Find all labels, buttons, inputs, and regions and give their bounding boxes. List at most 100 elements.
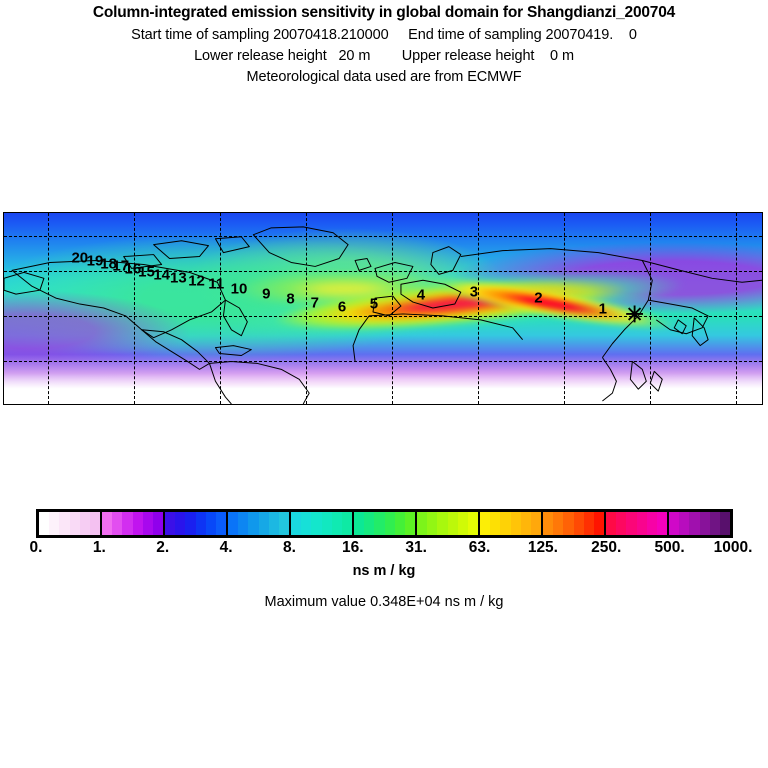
- colorbar-tick: 250.: [591, 539, 622, 556]
- trajectory-day-label: 4: [416, 286, 426, 304]
- map-canvas: 1 2 3 4 5 6 7 8 9 10 11 12 13 14 15 16 17 18 19 20 ✳: [4, 213, 762, 404]
- colorbar-swatch: [646, 512, 657, 535]
- page-title: Column-integrated emission sensitivity i…: [92, 4, 676, 21]
- trajectory-day-label: 7: [310, 294, 319, 312]
- colorbar-swatch: [606, 512, 617, 535]
- meteorology-line: Meteorological data used are from ECMWF: [246, 69, 522, 85]
- colorbar-swatch: [291, 512, 302, 535]
- trajectory-day-label: 2: [534, 289, 543, 307]
- colorbar-swatch: [215, 512, 227, 535]
- trajectory-day-label: 13: [169, 269, 187, 287]
- colorbar-swatch: [384, 512, 395, 535]
- trajectory-day-label: 15: [138, 263, 155, 281]
- colorbar-band: [667, 512, 731, 535]
- gridline-longitude: [650, 213, 651, 404]
- colorbar-tick: 125.: [527, 539, 558, 556]
- colorbar-swatch: [238, 512, 249, 535]
- colorbar-swatch: [656, 512, 668, 535]
- gridline-longitude: [478, 213, 479, 404]
- colorbar-swatch: [394, 512, 405, 535]
- trajectory-day-label: 17: [112, 257, 130, 275]
- colorbar-swatch: [301, 512, 312, 535]
- colorbar-swatch: [112, 512, 123, 535]
- trajectory-day-label: 14: [153, 266, 170, 284]
- global-map-panel: 1 2 3 4 5 6 7 8 9 10 11 12 13 14 15 16 17 18 19 20 ✳: [3, 212, 763, 405]
- colorbar-swatch: [374, 512, 385, 535]
- gridline-longitude: [736, 213, 737, 404]
- colorbar-swatch: [311, 512, 322, 535]
- colorbar-swatch: [709, 512, 720, 535]
- colorbar-swatch: [490, 512, 501, 535]
- colorbar-swatch: [689, 512, 700, 535]
- colorbar-swatch: [268, 512, 279, 535]
- gridline-longitude: [48, 213, 49, 404]
- trajectory-day-label: 11: [208, 275, 225, 293]
- coastline-overlay: [4, 213, 762, 404]
- colorbar-swatch: [39, 512, 50, 535]
- colorbar-swatch: [354, 512, 365, 535]
- gridline-longitude: [220, 213, 221, 404]
- colorbar-swatch: [669, 512, 680, 535]
- colorbar-swatch: [457, 512, 468, 535]
- release-height-line: Lower release height 20 m Upper release …: [194, 48, 574, 64]
- gridline-latitude: [4, 316, 762, 317]
- gridline-latitude: [4, 271, 762, 272]
- colorbar-band: [289, 512, 353, 535]
- colorbar-swatch: [679, 512, 690, 535]
- maximum-value-label: Maximum value 0.348E+04 ns m / kg: [264, 594, 504, 610]
- gridline-longitude: [306, 213, 307, 404]
- colorbar-swatch: [69, 512, 80, 535]
- colorbar-swatch: [636, 512, 647, 535]
- colorbar-swatch: [417, 512, 428, 535]
- colorbar-swatch: [553, 512, 564, 535]
- colorbar-swatch: [228, 512, 239, 535]
- colorbar-swatch: [520, 512, 531, 535]
- trajectory-day-label: 5: [369, 295, 379, 313]
- colorbar-swatch: [165, 512, 176, 535]
- gridline-longitude: [564, 213, 565, 404]
- colorbar-swatch: [89, 512, 101, 535]
- colorbar-swatch: [500, 512, 511, 535]
- colorbar-swatch: [404, 512, 416, 535]
- colorbar-tick: 1000.: [713, 539, 753, 556]
- colorbar-band: [541, 512, 605, 535]
- colorbar-tick: 8.: [282, 539, 296, 556]
- colorbar-swatch: [102, 512, 113, 535]
- colorbar-swatch: [530, 512, 542, 535]
- colorbar-swatch: [573, 512, 584, 535]
- colorbar-swatch: [248, 512, 259, 535]
- colorbar-swatch: [258, 512, 269, 535]
- colorbar-swatch: [427, 512, 438, 535]
- colorbar-swatch: [510, 512, 521, 535]
- colorbar-tick: 16.: [342, 539, 364, 556]
- colorbar-tick: 0.: [29, 539, 43, 556]
- colorbar-swatch: [132, 512, 143, 535]
- colorbar-band: [604, 512, 668, 535]
- colorbar-swatch: [152, 512, 164, 535]
- colorbar-swatch: [699, 512, 710, 535]
- colorbar-swatch: [195, 512, 206, 535]
- trajectory-day-label: 8: [286, 290, 295, 308]
- colorbar-swatch: [59, 512, 70, 535]
- colorbar: [36, 509, 733, 538]
- release-site-marker: ✳: [625, 302, 644, 328]
- trajectory-day-label: 6: [337, 298, 347, 316]
- colorbar-swatch: [142, 512, 153, 535]
- colorbar-swatch: [185, 512, 196, 535]
- colorbar-swatch: [205, 512, 216, 535]
- colorbar-swatch: [122, 512, 133, 535]
- sampling-time-line: Start time of sampling 20070418.210000 E…: [131, 27, 637, 43]
- colorbar-band: [226, 512, 290, 535]
- trajectory-day-label: 12: [188, 272, 205, 290]
- trajectory-day-label: 16: [124, 260, 142, 278]
- colorbar-swatch: [583, 512, 594, 535]
- colorbar-swatch: [593, 512, 605, 535]
- colorbar-units-label: ns m / kg: [352, 563, 416, 579]
- trajectory-day-label: 20: [71, 249, 89, 267]
- colorbar-swatch: [626, 512, 637, 535]
- trajectory-day-label: 3: [469, 283, 479, 301]
- colorbar-tick: 500.: [654, 539, 685, 556]
- colorbar-band: [352, 512, 416, 535]
- gridline-longitude: [392, 213, 393, 404]
